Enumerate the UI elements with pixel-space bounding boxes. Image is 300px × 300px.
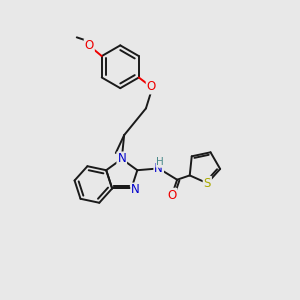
Text: O: O: [147, 80, 156, 94]
Text: S: S: [204, 177, 211, 190]
Text: O: O: [85, 39, 94, 52]
Text: N: N: [117, 152, 126, 165]
Text: O: O: [167, 189, 176, 202]
Text: N: N: [131, 184, 140, 196]
Text: N: N: [154, 162, 163, 175]
Text: H: H: [156, 157, 164, 167]
